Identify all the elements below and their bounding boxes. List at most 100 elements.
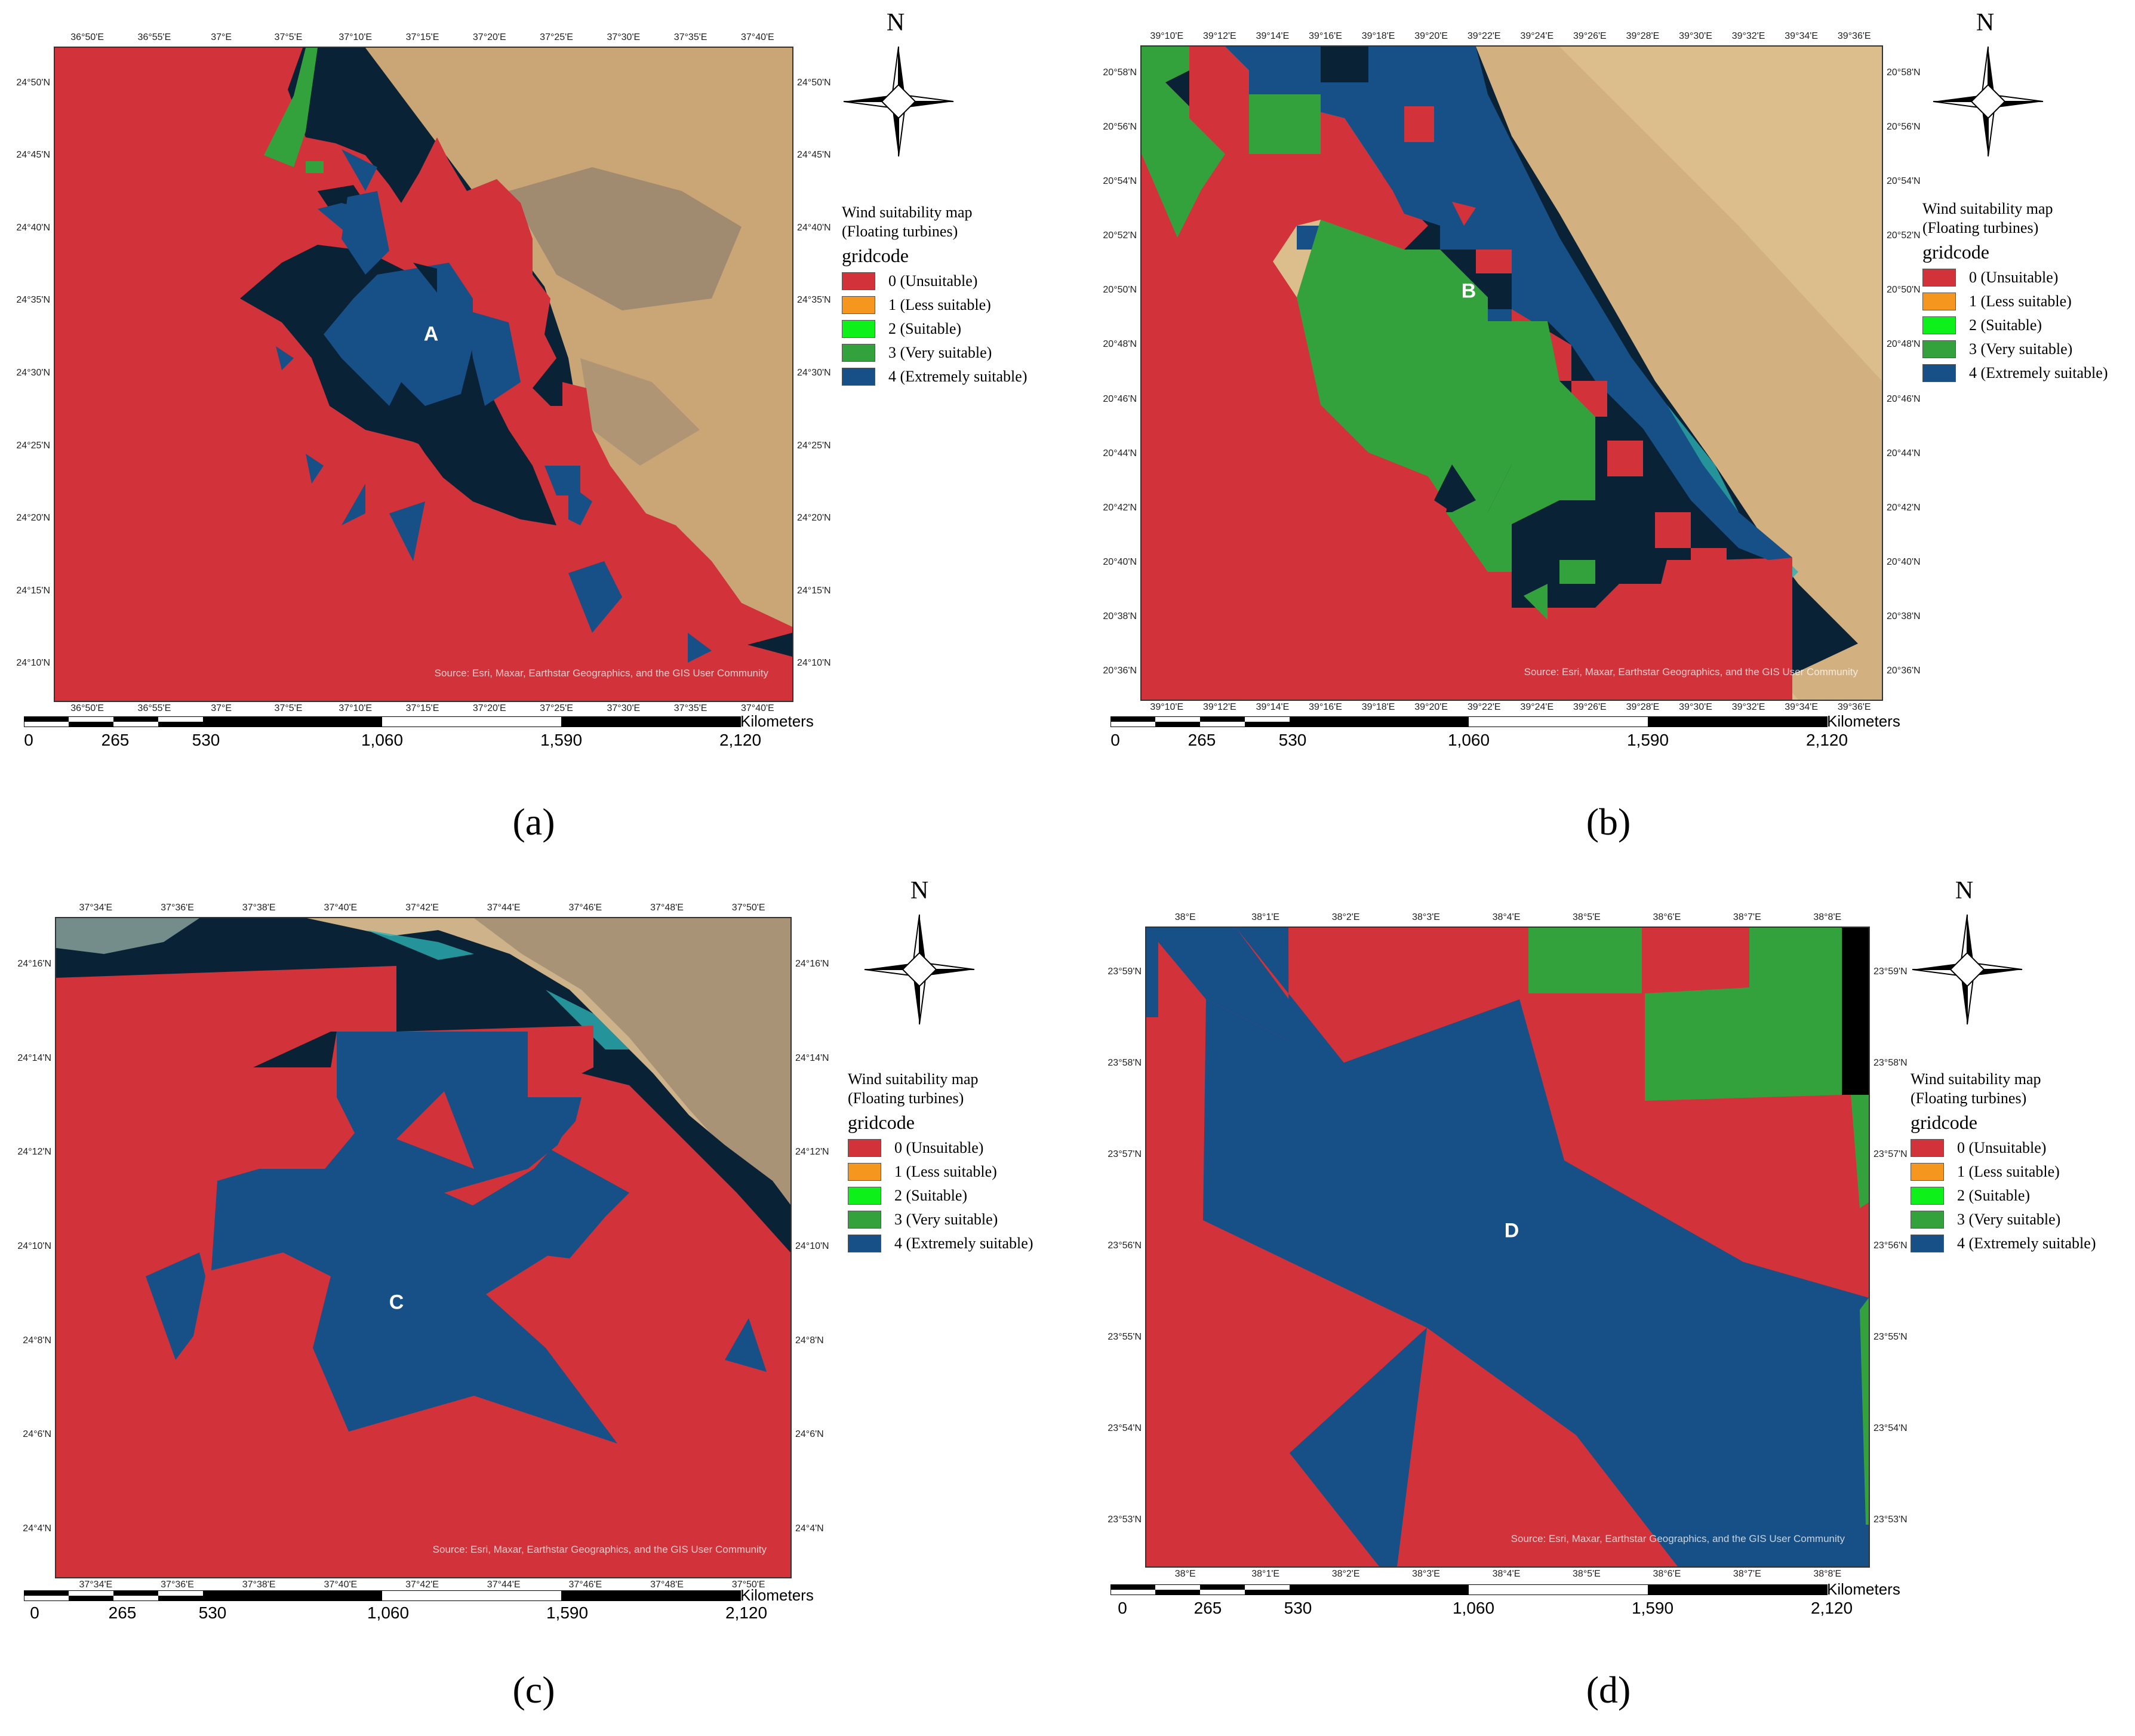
legend-swatch-very-suitable: [842, 344, 875, 362]
map-panel-c: C Source: Esri, Maxar, Earthstar Geograp…: [0, 868, 1068, 1736]
legend: Wind suitability map (Floating turbines)…: [848, 1070, 1033, 1255]
latitude-label: 20°46'N: [1103, 393, 1137, 404]
scale-label: 530: [198, 1603, 227, 1622]
longitude-label: 39°34'E: [1785, 702, 1818, 712]
legend-item-unsuitable: 0 (Unsuitable): [1922, 266, 2108, 290]
longitude-label: 37°30'E: [607, 703, 641, 713]
latitude-label: 23°54'N: [1873, 1423, 1908, 1433]
longitude-label: 39°14'E: [1256, 702, 1290, 712]
latitude-label: 24°6'N: [795, 1429, 824, 1440]
longitude-label: 37°25'E: [540, 703, 573, 713]
scale-label: 1,060: [1452, 1599, 1495, 1617]
legend-field-name: gridcode: [842, 245, 909, 266]
scale-label: 0: [1110, 731, 1120, 749]
longitude-label: 39°28'E: [1626, 31, 1660, 41]
longitude-label: 39°12'E: [1202, 702, 1236, 712]
latitude-label: 20°36'N: [1887, 666, 1921, 676]
longitude-label: 38°1'E: [1251, 912, 1280, 922]
legend-title-line-2: (Floating turbines): [848, 1089, 964, 1107]
latitude-label: 24°10'N: [16, 658, 50, 669]
scale-label: 1,590: [546, 1603, 589, 1622]
longitude-label: 37°44'E: [487, 1580, 521, 1590]
longitude-label: 37°40'E: [324, 1580, 358, 1590]
longitude-label: 39°22'E: [1467, 31, 1501, 41]
longitude-label: 38°2'E: [1331, 912, 1360, 922]
longitude-label: 38°6'E: [1653, 912, 1681, 922]
latitude-label: 24°15'N: [797, 585, 831, 596]
legend-label: 0 (Unsuitable): [1957, 1139, 2047, 1156]
longitude-label: 39°20'E: [1414, 702, 1448, 712]
longitude-label: 39°36'E: [1837, 31, 1871, 41]
legend-label: 2 (Suitable): [1957, 1187, 2031, 1204]
legend-swatch-extremely-suitable: [842, 368, 875, 386]
legend-label: 4 (Extremely suitable): [888, 368, 1027, 385]
legend-label: 4 (Extremely suitable): [1957, 1235, 2096, 1252]
longitude-label: 39°32'E: [1731, 702, 1765, 712]
latitude-label: 20°38'N: [1887, 611, 1921, 622]
longitude-label: 39°30'E: [1679, 31, 1712, 41]
latitude-label: 24°40'N: [797, 222, 831, 233]
scale-label: 2,120: [1805, 731, 1848, 749]
longitude-label: 38°6'E: [1653, 1569, 1681, 1579]
longitude-label: 39°26'E: [1573, 31, 1607, 41]
latitude-label: 24°4'N: [795, 1523, 824, 1534]
panel-caption: (d): [1586, 1669, 1631, 1711]
latitude-label: 24°35'N: [16, 295, 50, 306]
imagery-credit: Source: Esri, Maxar, Earthstar Geographi…: [432, 1544, 767, 1555]
latitude-label: 24°45'N: [16, 150, 50, 161]
scale-label: 265: [108, 1603, 137, 1622]
legend: Wind suitability map (Floating turbines)…: [1911, 1070, 2096, 1255]
latitude-label: 23°55'N: [1873, 1331, 1908, 1342]
legend-item-very-suitable: 3 (Very suitable): [842, 341, 1027, 365]
latitude-label: 20°44'N: [1103, 448, 1137, 458]
longitude-label: 39°34'E: [1785, 31, 1818, 41]
latitude-label: 23°57'N: [1108, 1149, 1142, 1160]
suitability-map-d: [1146, 928, 1869, 1566]
legend-item-extremely-suitable: 4 (Extremely suitable): [848, 1232, 1033, 1255]
latitude-label: 20°52'N: [1887, 230, 1921, 241]
legend-item-unsuitable: 0 (Unsuitable): [842, 269, 1027, 293]
scale-unit-label: Kilometers: [740, 712, 814, 730]
longitude-label: 37°40'E: [324, 903, 358, 913]
legend-label: 1 (Less suitable): [1969, 293, 2072, 310]
longitude-label: 37°38'E: [242, 1580, 276, 1590]
latitude-label: 24°10'N: [795, 1241, 829, 1251]
longitude-label: 39°24'E: [1520, 702, 1554, 712]
legend-item-extremely-suitable: 4 (Extremely suitable): [1922, 361, 2108, 385]
longitude-label: 37°15'E: [405, 703, 439, 713]
legend-item-less-suitable: 1 (Less suitable): [842, 293, 1027, 317]
scale-label: 530: [1284, 1599, 1312, 1617]
latitude-label: 23°58'N: [1873, 1058, 1908, 1069]
latitude-label: 24°35'N: [797, 295, 831, 306]
legend-label: 4 (Extremely suitable): [894, 1235, 1033, 1252]
longitude-label: 39°10'E: [1150, 31, 1184, 41]
legend: Wind suitability map (Floating turbines)…: [1922, 199, 2108, 385]
latitude-label: 20°58'N: [1103, 67, 1137, 78]
longitude-label: 37°48'E: [650, 903, 684, 913]
longitude-label: 37°30'E: [607, 32, 641, 42]
scale-label: 1,060: [367, 1603, 410, 1622]
legend: Wind suitability map (Floating turbines)…: [842, 203, 1027, 389]
legend-item-suitable: 2 (Suitable): [842, 317, 1027, 341]
latitude-label: 24°40'N: [16, 222, 50, 233]
legend-item-less-suitable: 1 (Less suitable): [1922, 290, 2108, 313]
scale-label: 265: [1188, 731, 1216, 749]
latitude-label: 24°8'N: [795, 1335, 824, 1346]
legend-label: 4 (Extremely suitable): [1969, 364, 2108, 381]
scale-unit-label: Kilometers: [1827, 712, 1900, 730]
longitude-label: 36°55'E: [137, 32, 171, 42]
legend-item-less-suitable: 1 (Less suitable): [848, 1160, 1033, 1184]
latitude-label: 20°50'N: [1887, 285, 1921, 296]
latitude-label: 23°59'N: [1873, 967, 1908, 977]
latitude-label: 23°53'N: [1873, 1514, 1908, 1525]
scale-bar: [1110, 716, 1828, 727]
longitude-label: 39°18'E: [1361, 31, 1395, 41]
map-panel-a: A Source: Esri, Maxar, Earthstar Geograp…: [0, 0, 1068, 868]
latitude-label: 24°20'N: [797, 513, 831, 524]
latitude-label: 24°15'N: [16, 585, 50, 596]
latitude-label: 23°56'N: [1108, 1241, 1142, 1251]
legend-swatch-suitable: [842, 320, 875, 338]
legend-label: 1 (Less suitable): [888, 296, 991, 313]
scale-label: 0: [30, 1603, 39, 1622]
legend-item-very-suitable: 3 (Very suitable): [848, 1208, 1033, 1232]
